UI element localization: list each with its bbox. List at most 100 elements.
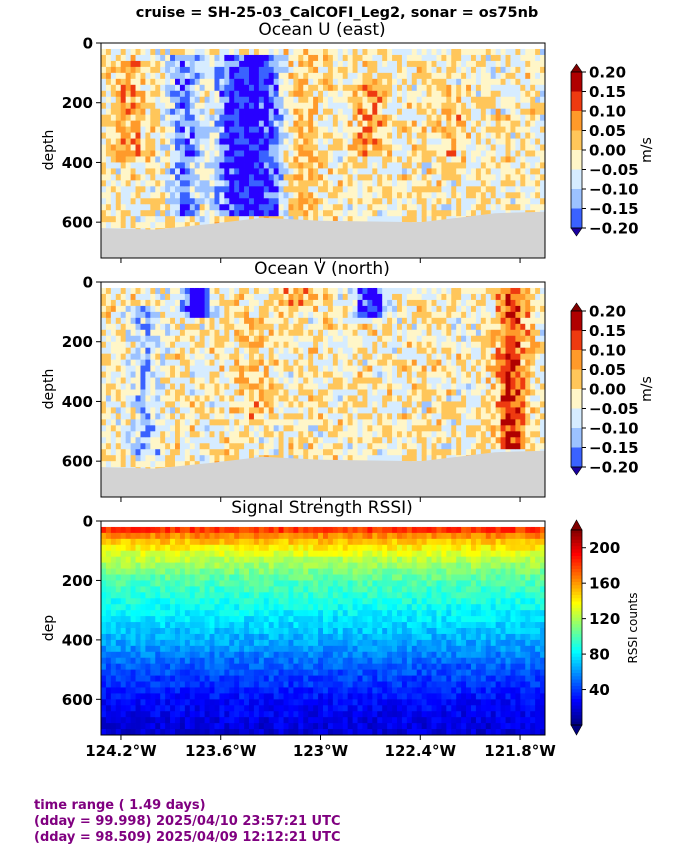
heatmap-cell <box>160 204 166 211</box>
heatmap-cell <box>288 443 294 450</box>
heatmap-cell <box>120 60 127 68</box>
heatmap-cell <box>446 180 452 187</box>
heatmap-cell <box>189 365 196 372</box>
heatmap-cell <box>125 282 131 289</box>
heatmap-cell <box>283 329 289 337</box>
heatmap-cell <box>313 132 319 139</box>
heatmap-cell <box>362 168 368 175</box>
heatmap-cell <box>293 78 299 86</box>
heatmap-cell <box>466 108 472 116</box>
heatmap-cell <box>278 150 284 157</box>
heatmap-cell <box>224 156 230 163</box>
heatmap-cell <box>170 54 176 62</box>
heatmap-cell <box>135 210 141 217</box>
heatmap-cell <box>175 84 181 92</box>
heatmap-cell <box>357 84 363 92</box>
heatmap-cell <box>372 192 378 199</box>
heatmap-cell <box>101 371 107 378</box>
heatmap-cell <box>327 401 334 408</box>
heatmap-cell <box>175 108 181 116</box>
heatmap-cell <box>323 186 329 193</box>
heatmap-cell <box>288 108 294 116</box>
heatmap-cell <box>189 54 196 62</box>
heatmap-cell <box>175 395 181 402</box>
heatmap-cell <box>145 282 151 289</box>
heatmap-cell <box>535 120 541 128</box>
heatmap-cell <box>155 114 161 122</box>
heatmap-cell <box>140 449 146 456</box>
heatmap-cell <box>525 126 531 133</box>
heatmap-cell <box>303 293 309 301</box>
heatmap-cell <box>189 210 196 217</box>
heatmap-cell <box>135 449 141 456</box>
heatmap-cell <box>194 198 201 205</box>
heatmap-cell <box>120 311 127 319</box>
heatmap-cell <box>234 449 240 456</box>
heatmap-cell <box>175 383 181 390</box>
heatmap-cell <box>145 323 151 331</box>
heatmap-cell <box>372 210 378 217</box>
heatmap-cell <box>125 126 131 133</box>
heatmap-cell <box>278 329 284 337</box>
heatmap-cell <box>234 198 240 205</box>
heatmap-cell <box>357 72 363 80</box>
heatmap-cell <box>303 329 309 337</box>
heatmap-cell <box>461 48 467 56</box>
heatmap-cell <box>431 102 437 110</box>
heatmap-cell <box>263 335 270 343</box>
heatmap-cell <box>150 43 156 50</box>
heatmap-cell <box>332 305 339 313</box>
heatmap-cell <box>239 383 245 390</box>
heatmap-cell <box>392 150 398 157</box>
heatmap-cell <box>140 120 146 128</box>
heatmap-cell <box>130 84 136 92</box>
heatmap-cell <box>150 162 156 169</box>
heatmap-cell <box>263 401 270 408</box>
heatmap-cell <box>401 168 408 175</box>
heatmap-cell <box>283 305 289 313</box>
heatmap-cell <box>500 96 506 104</box>
heatmap-cell <box>105 383 112 390</box>
heatmap-cell <box>520 60 526 68</box>
heatmap-cell <box>313 54 319 62</box>
heatmap-cell <box>145 455 151 462</box>
heatmap-cell <box>397 72 403 80</box>
heatmap-cell <box>140 353 146 361</box>
heatmap-cell <box>244 48 250 56</box>
heatmap-cell <box>367 186 373 193</box>
heatmap-cell <box>155 54 161 62</box>
heatmap-cell <box>298 108 304 116</box>
heatmap-cell <box>451 168 457 175</box>
heatmap-cell <box>352 144 358 151</box>
heatmap-cell <box>283 282 289 289</box>
heatmap-cell <box>110 43 117 50</box>
heatmap-cell <box>540 156 546 163</box>
heatmap-cell <box>352 102 358 110</box>
heatmap-cell <box>130 114 136 122</box>
heatmap-cell <box>244 305 250 313</box>
heatmap-cell <box>135 293 141 301</box>
heatmap-cell <box>352 198 358 205</box>
heatmap-cell <box>441 78 447 86</box>
heatmap-cell <box>184 216 191 223</box>
heatmap-cell <box>323 359 329 367</box>
heatmap-cell <box>466 126 472 133</box>
heatmap-cell <box>229 150 235 157</box>
heatmap-cell <box>194 293 201 301</box>
heatmap-cell <box>490 102 497 110</box>
heatmap-cell <box>115 353 122 361</box>
heatmap-cell <box>199 413 205 420</box>
heatmap-cell <box>466 192 472 199</box>
heatmap-cell <box>273 407 279 414</box>
heatmap-cell <box>253 114 260 122</box>
heatmap-cell <box>140 204 146 211</box>
heatmap-cell <box>170 72 176 80</box>
heatmap-cell <box>332 126 339 133</box>
heatmap-cell <box>367 198 373 205</box>
heatmap-cell <box>130 156 136 163</box>
heatmap-cell <box>155 317 161 325</box>
heatmap-cell <box>446 43 452 50</box>
heatmap-cell <box>214 341 220 349</box>
heatmap-cell <box>101 72 107 80</box>
heatmap-cell <box>189 437 196 444</box>
